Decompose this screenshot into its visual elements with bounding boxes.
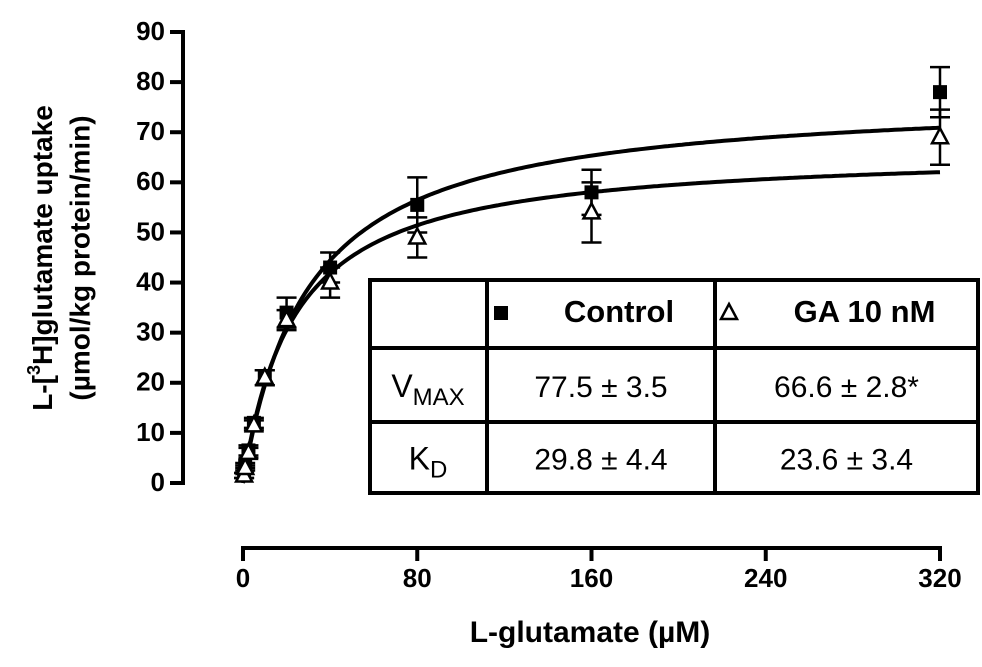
point <box>276 308 297 328</box>
row-label: VMAX <box>391 368 464 411</box>
point <box>581 200 602 220</box>
y-tick-label: 50 <box>136 216 165 246</box>
x-tick-label: 320 <box>918 563 961 593</box>
y-tick-label: 20 <box>136 367 165 397</box>
point <box>235 456 256 476</box>
y-tick-label: 10 <box>136 417 165 447</box>
row-label-sub: MAX <box>413 384 465 411</box>
table-cell: 66.6 ± 2.8* <box>774 371 919 404</box>
y-axis-label: L-[3H]glutamate uptake <box>24 105 59 411</box>
x-tick-label: 0 <box>236 563 250 593</box>
y-tick-label: 90 <box>136 16 165 46</box>
table-cell: 23.6 ± 3.4 <box>780 443 913 476</box>
fit-curve <box>241 125 941 484</box>
table-bg <box>368 278 980 495</box>
x-tick-label: 80 <box>403 563 432 593</box>
legend-label: Control <box>564 294 674 329</box>
y-tick-label: 80 <box>136 66 165 96</box>
y-axis-label-line2: (µmol/kg protein/min) <box>64 115 95 400</box>
point <box>929 125 951 145</box>
y-tick-label: 40 <box>136 266 165 296</box>
table-cell: 29.8 ± 4.4 <box>534 443 667 476</box>
point <box>238 441 259 461</box>
legend-marker <box>494 306 508 320</box>
point <box>320 270 341 290</box>
y-tick-label: 30 <box>136 317 165 347</box>
row-label-sub: D <box>430 457 447 484</box>
x-tick-label: 240 <box>744 563 787 593</box>
point <box>410 197 425 212</box>
legend-label: GA 10 nM <box>794 294 936 329</box>
y-tick-label: 60 <box>136 166 165 196</box>
y-label-part: H]glutamate uptake <box>27 105 58 365</box>
point <box>254 366 275 386</box>
row-label-main: V <box>391 368 413 404</box>
y-label-sup: 3 <box>24 365 44 375</box>
y-label-part: L-[ <box>27 375 58 411</box>
x-axis-label: L-glutamate (µM) <box>470 616 711 649</box>
y-tick-label: 0 <box>151 467 165 497</box>
x-tick-label: 160 <box>570 563 613 593</box>
table-cell: 77.5 ± 3.5 <box>534 371 667 404</box>
point <box>407 225 428 245</box>
row-label-main: K <box>409 441 430 477</box>
y-tick-label: 70 <box>136 116 165 146</box>
legend-marker <box>718 301 740 321</box>
point <box>933 85 947 100</box>
point <box>243 413 264 433</box>
row-label: KD <box>409 441 448 484</box>
